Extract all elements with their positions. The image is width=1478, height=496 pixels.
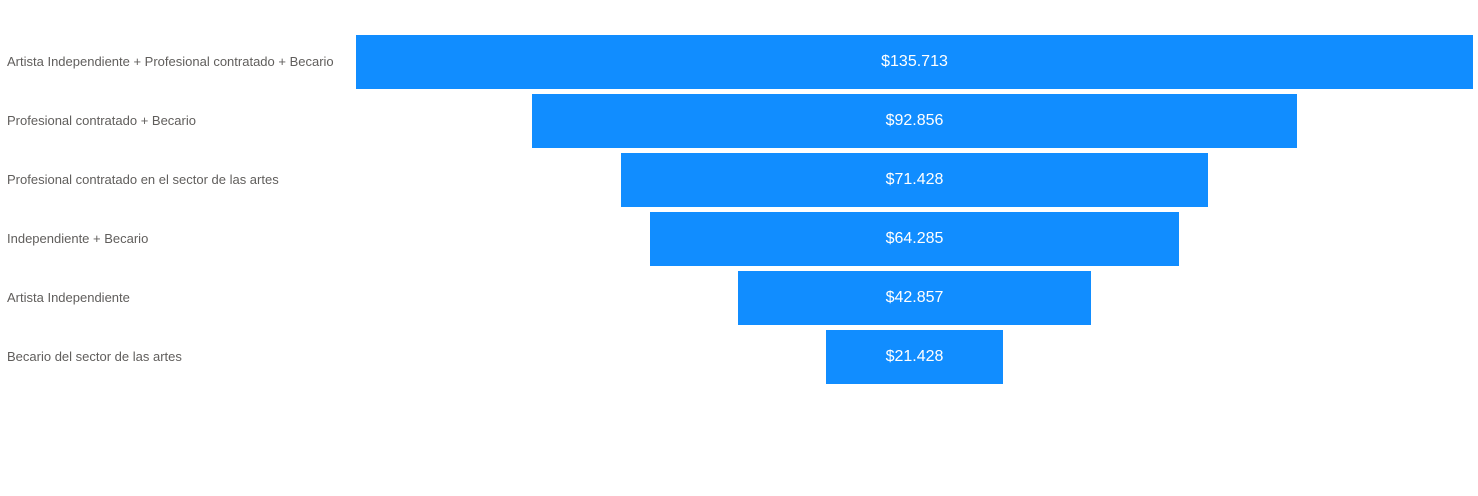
category-label: Independiente + Becario [7,231,149,247]
plot-area: $21.428 [356,330,1473,384]
funnel-bar[interactable]: $71.428 [620,153,1209,207]
bar-value-label: $71.428 [885,171,944,188]
plot-area: $64.285 [356,212,1473,266]
funnel-row: Becario del sector de las artes $21.428 [0,330,1478,384]
funnel-bar[interactable]: $135.713 [356,35,1473,89]
plot-area: $92.856 [356,94,1473,148]
funnel-row: Profesional contratado + Becario $92.856 [0,94,1478,148]
funnel-bar[interactable]: $64.285 [649,212,1180,266]
category-label: Artista Independiente + Profesional cont… [7,54,334,70]
plot-area: $42.857 [356,271,1473,325]
bar-value-label: $64.285 [885,230,944,247]
bar-value-label: $21.428 [885,348,944,365]
funnel-row: Profesional contratado en el sector de l… [0,153,1478,207]
plot-area: $135.713 [356,35,1473,89]
funnel-row: Artista Independiente + Profesional cont… [0,35,1478,89]
bar-value-label: $92.856 [885,112,944,129]
bar-value-label: $42.857 [885,289,944,306]
category-label: Profesional contratado en el sector de l… [7,172,279,188]
category-label: Artista Independiente [7,290,130,306]
category-label: Profesional contratado + Becario [7,113,196,129]
category-label: Becario del sector de las artes [7,349,182,365]
plot-area: $71.428 [356,153,1473,207]
funnel-rows: Artista Independiente + Profesional cont… [0,35,1478,384]
funnel-bar[interactable]: $92.856 [532,94,1297,148]
bar-value-label: $135.713 [881,53,948,70]
funnel-row: Artista Independiente $42.857 [0,271,1478,325]
funnel-bar[interactable]: $42.857 [738,271,1091,325]
funnel-bar[interactable]: $21.428 [826,330,1003,384]
funnel-row: Independiente + Becario $64.285 [0,212,1478,266]
